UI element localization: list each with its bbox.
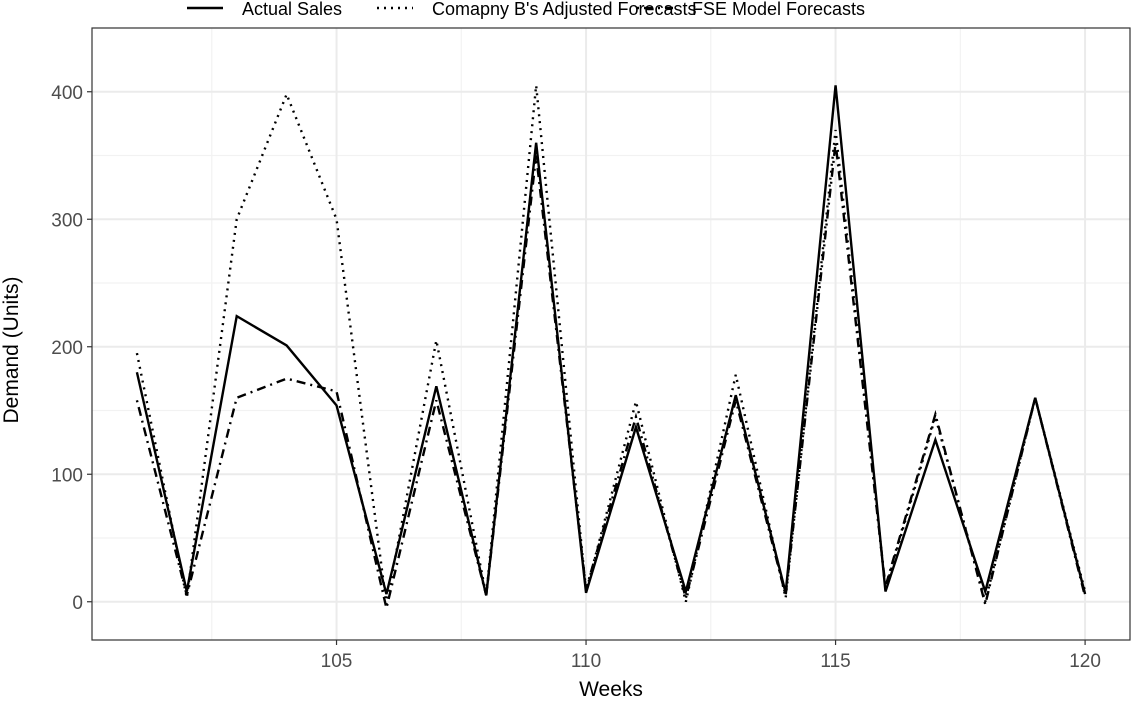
series-lines	[135, 85, 1087, 609]
x-tick-label: 105	[321, 651, 353, 672]
series-line-3	[135, 142, 1087, 609]
x-tick-label: 110	[571, 651, 601, 672]
grid	[92, 27, 1130, 640]
series-line-1	[135, 85, 1087, 597]
y-tick-label: 400	[51, 83, 83, 104]
y-tick-label: 300	[51, 210, 83, 231]
legend-label-1: Actual Sales	[242, 0, 342, 19]
y-axis-label: Demand (Units)	[0, 276, 23, 423]
axes: 0 100 200 300 400 105 110 115 120	[51, 83, 1101, 672]
y-tick-label: 100	[51, 465, 83, 486]
x-axis-label: Weeks	[579, 678, 643, 698]
legend: Actual Sales Comapny B's Adjusted Forecas…	[187, 0, 865, 19]
x-tick-label: 115	[820, 651, 850, 672]
legend-label-2: Comapny B's Adjusted Forecasts	[432, 0, 697, 19]
x-tick-label: 120	[1069, 651, 1101, 672]
series-line-2	[135, 85, 1087, 605]
y-tick-label: 0	[72, 593, 83, 614]
y-tick-label: 200	[51, 338, 83, 359]
legend-label-3: FSE Model Forecasts	[692, 0, 865, 19]
panel-border	[91, 27, 1131, 641]
